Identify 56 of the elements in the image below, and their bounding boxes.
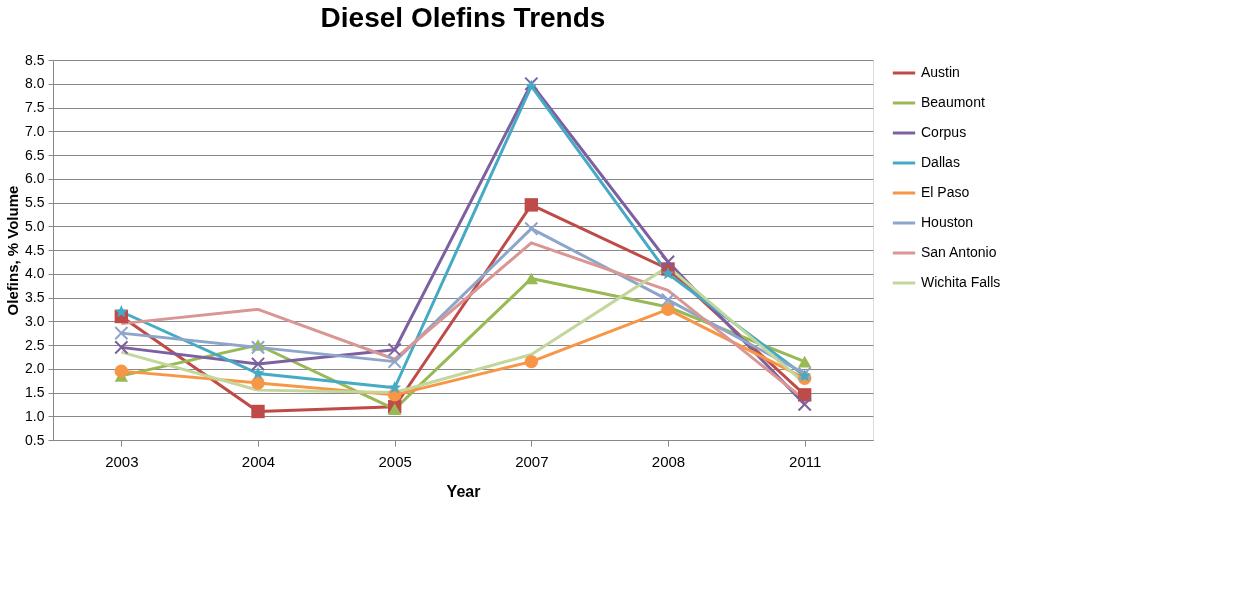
y-tick-label: 2.5 bbox=[25, 336, 45, 353]
chart-title: Diesel Olefins Trends bbox=[320, 2, 606, 33]
point bbox=[251, 404, 265, 419]
x-tick-label: 2008 bbox=[651, 452, 686, 470]
x-axis-title: Year bbox=[446, 482, 481, 500]
point bbox=[387, 354, 402, 369]
point bbox=[660, 292, 676, 307]
legend-label: Wichita Falls bbox=[921, 274, 1001, 290]
point bbox=[250, 340, 266, 355]
y-tick-label: 7.5 bbox=[25, 99, 45, 115]
y-tick-label: 4.5 bbox=[25, 241, 45, 258]
x-tick-label: 2003 bbox=[105, 452, 139, 470]
y-tick-label: 0.5 bbox=[25, 431, 45, 448]
y-tick-label: 5.5 bbox=[25, 194, 45, 210]
y-tick-label: 8.0 bbox=[25, 75, 45, 92]
point bbox=[114, 305, 128, 318]
point bbox=[114, 364, 129, 378]
point bbox=[661, 267, 675, 280]
point bbox=[661, 302, 675, 317]
legend-label: Beaumont bbox=[921, 94, 985, 110]
legend-label: El Paso bbox=[921, 184, 970, 200]
point bbox=[251, 366, 265, 379]
y-tick-label: 5.0 bbox=[25, 217, 45, 234]
point bbox=[524, 198, 539, 212]
legend-label: Dallas bbox=[921, 154, 960, 170]
legend-label: Corpus bbox=[921, 124, 967, 140]
legend-label: San Antonio bbox=[921, 244, 997, 260]
point bbox=[114, 340, 129, 355]
y-tick-label: 1.0 bbox=[25, 407, 45, 424]
y-axis-title: Olefins, % Volume bbox=[4, 185, 22, 316]
x-tick-label: 2011 bbox=[789, 452, 822, 470]
y-tick-label: 7.0 bbox=[25, 122, 45, 139]
point bbox=[387, 342, 402, 357]
y-tick-label: 3.0 bbox=[25, 312, 45, 329]
y-tick-label: 6.0 bbox=[25, 170, 45, 187]
point bbox=[660, 254, 676, 269]
legend-label: Houston bbox=[921, 214, 974, 230]
y-tick-label: 2.0 bbox=[25, 360, 45, 377]
point bbox=[524, 272, 539, 285]
y-tick-label: 6.5 bbox=[25, 146, 45, 163]
point bbox=[114, 326, 129, 341]
point bbox=[524, 354, 539, 369]
point bbox=[797, 355, 812, 368]
legend-label: Austin bbox=[921, 64, 960, 80]
x-tick-label: 2007 bbox=[515, 452, 549, 470]
point bbox=[251, 376, 265, 390]
y-tick-label: 8.5 bbox=[25, 51, 45, 68]
x-tick-label: 2004 bbox=[241, 452, 276, 470]
point bbox=[250, 356, 266, 372]
x-tick-label: 2005 bbox=[378, 452, 412, 470]
point bbox=[388, 381, 402, 394]
y-tick-label: 4.0 bbox=[25, 265, 45, 282]
y-tick-label: 1.5 bbox=[25, 384, 45, 400]
point bbox=[524, 221, 539, 236]
y-tick-label: 3.5 bbox=[25, 289, 45, 305]
point bbox=[797, 397, 812, 412]
